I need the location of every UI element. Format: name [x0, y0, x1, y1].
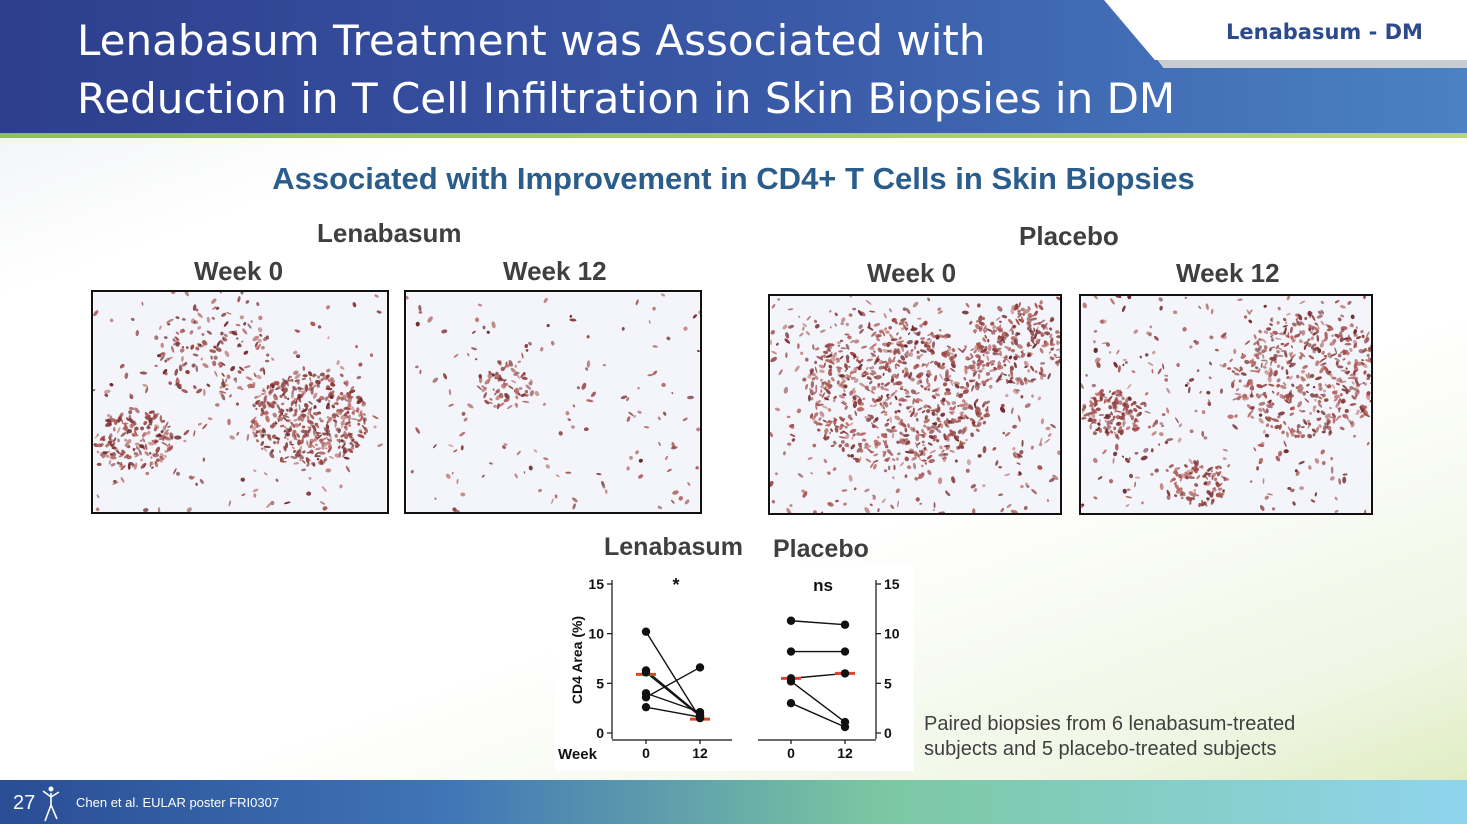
panel-title-lenabasum: Lenabasum: [604, 533, 743, 561]
section-tab-label: Lenabasum - DM: [1226, 20, 1423, 44]
week-label-placebo-0: Week 0: [867, 258, 957, 288]
group-label-lenabasum: Lenabasum: [317, 218, 462, 248]
footnote-text: Paired biopsies from 6 lenabasum-treated…: [924, 712, 1295, 762]
note-line-1: Paired biopsies from 6 lenabasum-treated: [924, 713, 1296, 735]
page-number: 27: [13, 792, 36, 814]
biopsy-image-placebo-week12: [1079, 294, 1373, 515]
week-label-lenabasum-0: Week 0: [194, 256, 284, 286]
company-logo-icon: [42, 786, 60, 822]
cd4-area-chart: [554, 565, 914, 771]
week-label-lenabasum-12: Week 12: [503, 256, 607, 286]
biopsy-image-lenabasum-week12: [404, 290, 702, 514]
title-line-2: Reduction in T Cell Infiltration in Skin…: [77, 74, 1176, 123]
note-line-2: subjects and 5 placebo-treated subjects: [924, 738, 1277, 760]
header-accent-line: [0, 133, 1467, 138]
biopsy-image-placebo-week0: [768, 294, 1062, 515]
group-label-placebo: Placebo: [1019, 221, 1119, 251]
week-label-placebo-12: Week 12: [1176, 258, 1280, 288]
citation-text: Chen et al. EULAR poster FRI0307: [76, 795, 280, 810]
footer-bar: [0, 780, 1467, 824]
biopsy-image-lenabasum-week0: [91, 290, 389, 514]
panel-title-placebo: Placebo: [773, 535, 869, 563]
section-tab: [1104, 0, 1467, 60]
page-title: Lenabasum Treatment was Associated with …: [77, 12, 1175, 128]
slide-subtitle: Associated with Improvement in CD4+ T Ce…: [272, 161, 1195, 196]
title-line-1: Lenabasum Treatment was Associated with: [77, 16, 986, 65]
